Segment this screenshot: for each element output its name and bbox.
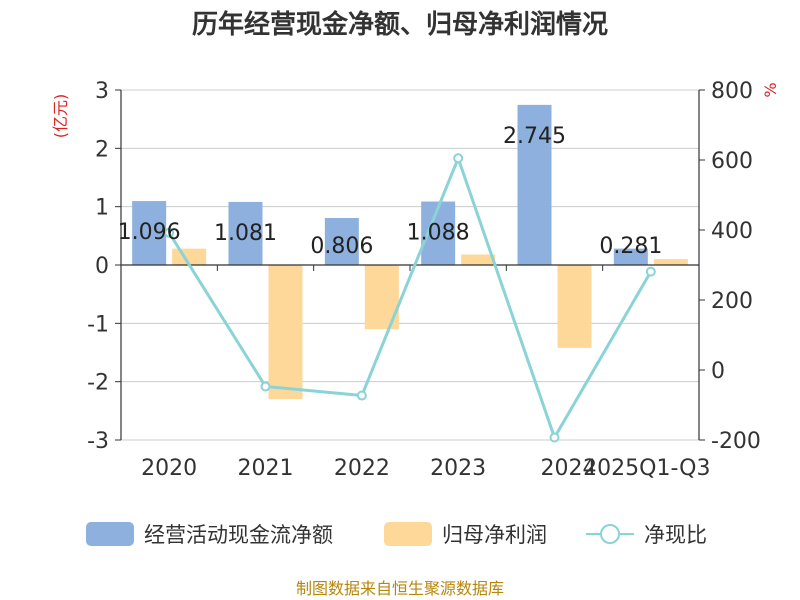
bar-cashflow xyxy=(517,104,552,265)
y-left-tick-label: 2 xyxy=(95,137,109,162)
chart-legend: 经营活动现金流净额 归母净利润 净现比 xyxy=(0,514,800,554)
y-right-tick-label: 0 xyxy=(711,359,725,384)
point-ratio xyxy=(260,381,271,392)
x-tick-label: 2020 xyxy=(141,456,197,481)
y-right-tick-label: 200 xyxy=(711,289,753,314)
legend-label-cashflow: 经营活动现金流净额 xyxy=(144,523,333,547)
x-tick-label: 2024 xyxy=(541,456,597,481)
point-ratio xyxy=(164,227,175,238)
legend-label-net-profit: 归母净利润 xyxy=(442,523,547,547)
data-labels: 1.096 1.081 0.806 1.088 2.745 0.281 xyxy=(118,124,663,259)
bar-marks xyxy=(132,104,688,400)
y-right-tick-label: 600 xyxy=(711,149,753,174)
bar-net-profit xyxy=(557,265,592,348)
y-left-tick-label: 0 xyxy=(95,254,109,279)
y-left-tick-label: 1 xyxy=(95,196,109,221)
point-ratio xyxy=(549,432,560,443)
bar-cashflow xyxy=(324,217,359,265)
legend-item-cashflow[interactable]: 经营活动现金流净额 xyxy=(86,514,333,554)
bar-cashflow xyxy=(613,248,648,265)
data-label-cashflow: 1.081 xyxy=(214,221,277,246)
y-left-tick-label: -1 xyxy=(87,312,109,337)
line-series xyxy=(164,153,656,443)
legend-label-ratio: 净现比 xyxy=(644,523,707,547)
y-right-tick-label: -200 xyxy=(711,429,761,454)
chart-plot: 3 2 1 0 -1 -2 -3 800 600 400 200 0 -200 2020 2021 2022 2… xyxy=(51,79,780,481)
y-left-tick-label: -3 xyxy=(87,429,109,454)
data-label-cashflow: 0.281 xyxy=(599,234,662,259)
y-right-tick-label: 800 xyxy=(711,79,753,104)
bar-net-profit xyxy=(268,265,303,400)
bar-net-profit xyxy=(461,254,496,265)
y-left-tick-label: -2 xyxy=(87,371,109,396)
axes: 3 2 1 0 -1 -2 -3 800 600 400 200 0 -200 2020 2021 2022 2… xyxy=(51,79,780,481)
x-tick-label: 2023 xyxy=(430,456,486,481)
y-right-axis-title: % xyxy=(761,82,780,97)
data-label-cashflow: 2.745 xyxy=(503,124,566,149)
data-label-cashflow: 0.806 xyxy=(310,234,373,259)
legend-swatch-net-profit xyxy=(384,522,432,546)
point-ratio xyxy=(645,266,656,277)
point-ratio xyxy=(453,153,464,164)
x-tick-label: 2025Q1-Q3 xyxy=(583,456,710,481)
data-label-cashflow: 1.096 xyxy=(118,220,181,245)
legend-item-ratio[interactable]: 净现比 xyxy=(586,514,707,554)
chart-title: 历年经营现金净额、归母净利润情况 xyxy=(191,10,608,40)
data-label-cashflow: 1.088 xyxy=(407,221,470,246)
bar-net-profit xyxy=(653,259,688,265)
bar-cashflow xyxy=(132,201,167,265)
legend-item-net-profit[interactable]: 归母净利润 xyxy=(384,514,547,554)
y-left-axis-title: (亿元) xyxy=(51,94,70,139)
source-note: 制图数据来自恒生聚源数据库 xyxy=(295,579,504,598)
point-ratio xyxy=(356,390,367,401)
bar-cashflow xyxy=(228,201,263,265)
x-tick-label: 2021 xyxy=(238,456,294,481)
legend-swatch-ratio xyxy=(586,522,634,546)
x-tick-label: 2022 xyxy=(334,456,390,481)
legend-swatch-cashflow xyxy=(86,522,134,546)
y-left-tick-label: 3 xyxy=(95,79,109,104)
y-right-tick-label: 400 xyxy=(711,219,753,244)
line-ratio xyxy=(167,153,653,442)
